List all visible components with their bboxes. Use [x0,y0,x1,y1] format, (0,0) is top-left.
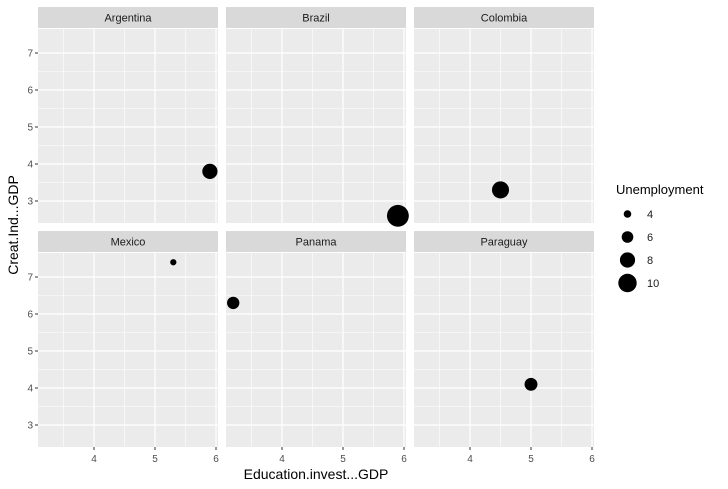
facet-panama: Panama [226,231,406,447]
data-point [202,163,218,179]
facet-strip-label: Panama [296,237,338,249]
facet-strip [414,231,594,252]
x-tick-label: 6 [589,454,595,465]
facet-argentina: Argentina [38,7,218,223]
facet-strip-label: Paraguay [480,237,528,249]
y-tick-label: 4 [27,384,33,395]
facet-panel-background [226,253,406,447]
facet-strip-label: Argentina [104,13,152,25]
x-tick-label: 5 [152,454,158,465]
facet-strip-label: Mexico [111,237,146,249]
legend-key-point [619,252,636,268]
facet-strip [414,7,594,28]
facet-strip [38,231,218,252]
y-tick-label: 5 [27,347,33,358]
size-legend: Unemployment 4 6 8 10 [616,182,704,295]
legend-label: 6 [647,232,653,244]
y-tick-label: 5 [27,123,33,134]
y-axis-title: Creat.Ind...GDP [5,175,21,275]
y-tick-label: 3 [27,197,33,208]
x-tick-label: 4 [91,454,97,465]
x-tick-label: 6 [213,454,219,465]
facet-strip [38,7,218,28]
facet-strip-label: Colombia [481,13,528,25]
axes: 3 4 5 6 7 4 5 6 3 4 5 6 7 4 5 6 4 5 6 [27,49,595,466]
facet-mexico: Mexico [38,231,218,447]
facet-panels: Argentina Brazil Colombia Mexico Panama Parag… [38,7,594,447]
legend-label: 10 [647,278,659,290]
facet-strip [226,7,406,28]
data-point [227,296,240,310]
y-tick-label: 6 [27,310,33,321]
legend-label: 4 [647,209,653,221]
facet-panel-background [414,253,594,447]
data-point [491,181,510,199]
facet-paraguay: Paraguay [414,231,594,447]
facet-strip-label: Brazil [302,13,330,25]
x-tick-label: 6 [401,454,407,465]
y-tick-label: 6 [27,86,33,97]
facet-panel-background [38,29,218,223]
facet-panel-background [226,29,406,223]
data-point [170,259,177,266]
facet-panel-background [38,253,218,447]
x-tick-label: 4 [279,454,285,465]
legend-key-point [618,273,637,293]
facet-colombia: Colombia [414,7,594,223]
x-axis-title: Education.invest...GDP [244,466,389,482]
y-tick-label: 7 [27,273,33,284]
legend-title: Unemployment [616,182,704,197]
facet-strip [226,231,406,252]
legend-key-point [623,210,632,218]
y-tick-label: 4 [27,160,33,171]
data-point [524,377,538,391]
data-point [386,204,409,227]
y-tick-label: 3 [27,421,33,432]
x-tick-label: 4 [467,454,473,465]
facet-brazil: Brazil [226,7,409,227]
legend-label: 8 [647,255,653,267]
y-tick-label: 7 [27,49,33,60]
x-tick-label: 5 [528,454,534,465]
x-tick-label: 5 [340,454,346,465]
legend-key-point [621,231,634,243]
